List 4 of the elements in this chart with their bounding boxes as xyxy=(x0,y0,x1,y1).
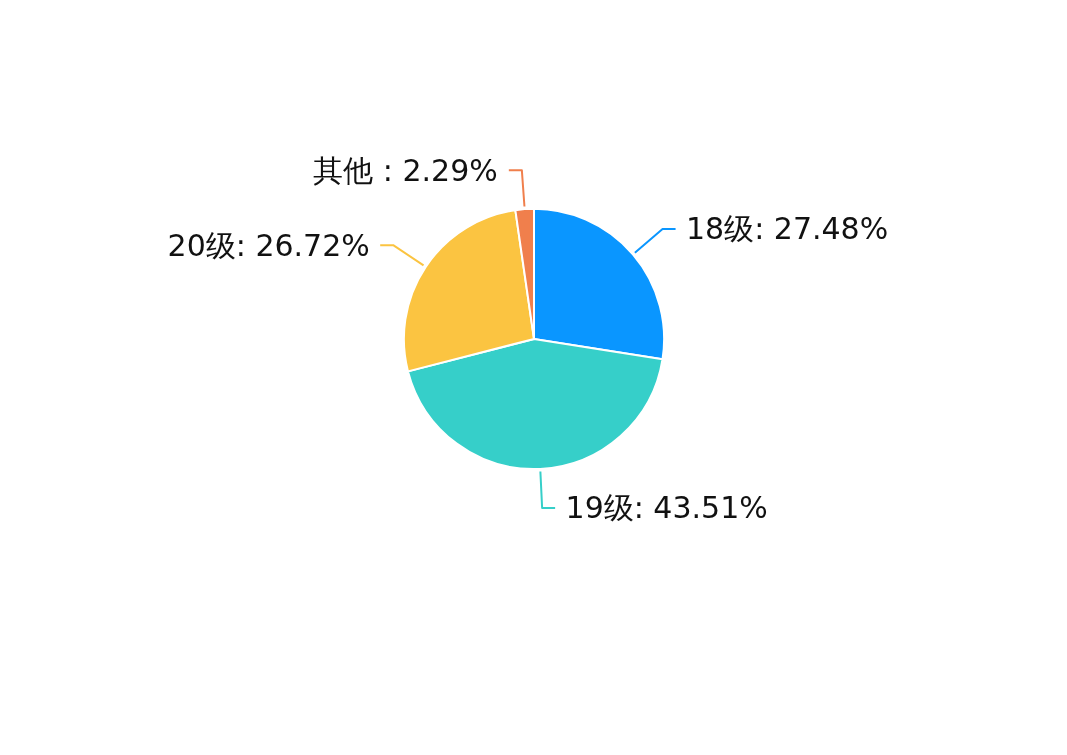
slice-label: 19级: 43.51% xyxy=(565,490,768,526)
slice-label: 18级: 27.48% xyxy=(685,211,889,247)
slice-label: 20级: 26.72% xyxy=(167,227,370,263)
slice-label: 其他 : 2.29% xyxy=(313,152,498,188)
